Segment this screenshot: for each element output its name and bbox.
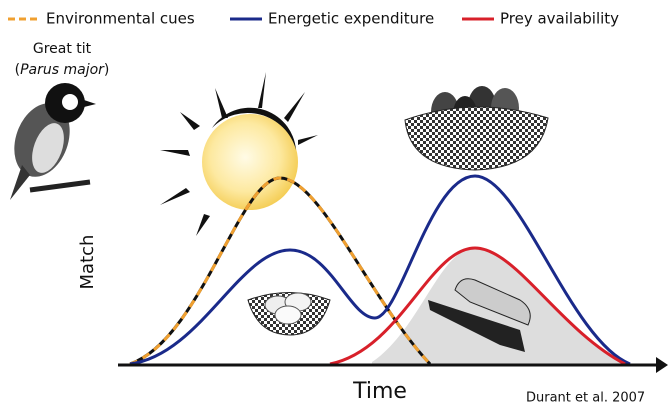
- chick-nest-icon: [404, 86, 549, 171]
- species-latin: (Parus major): [15, 62, 110, 78]
- expenditure-curve: [129, 174, 631, 366]
- legend-label: Prey availability: [500, 10, 619, 28]
- y-axis-label: Match: [77, 235, 98, 290]
- paren: (: [15, 62, 20, 78]
- legend-label: Energetic expenditure: [268, 10, 434, 28]
- prey-curve: [329, 246, 626, 366]
- axis-arrow: [656, 357, 668, 373]
- legend-label: Environmental cues: [46, 10, 195, 28]
- x-axis-label: Time: [352, 379, 407, 404]
- egg-nest-icon: [247, 292, 331, 336]
- latin-name: Parus major: [20, 62, 105, 78]
- bird-icon: [10, 83, 96, 200]
- environment-curve-outline: [129, 176, 432, 366]
- caterpillar-icon: [428, 278, 531, 352]
- species-common: Great tit: [33, 41, 92, 57]
- credit: Durant et al. 2007: [526, 391, 645, 406]
- environment-curve: [129, 176, 432, 366]
- sun-icon: [160, 72, 318, 236]
- paren: ): [104, 62, 109, 78]
